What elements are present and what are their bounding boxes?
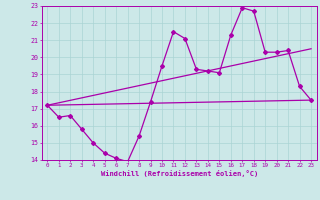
X-axis label: Windchill (Refroidissement éolien,°C): Windchill (Refroidissement éolien,°C) xyxy=(100,170,258,177)
